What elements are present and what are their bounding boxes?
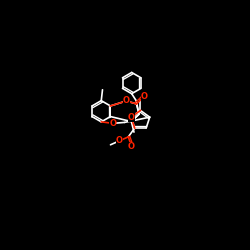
Text: O: O [123, 96, 130, 106]
Text: O: O [141, 92, 148, 101]
Text: O: O [128, 142, 135, 150]
Text: O: O [109, 119, 116, 128]
Text: O: O [116, 136, 123, 145]
Text: O: O [128, 113, 135, 122]
